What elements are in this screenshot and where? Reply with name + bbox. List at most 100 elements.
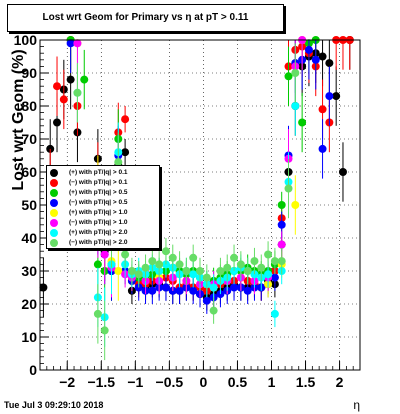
data-point [284,72,293,81]
legend-marker [50,219,58,227]
data-point [53,82,62,91]
data-point [66,75,75,84]
y-tick-label: 30 [21,263,37,279]
data-point [148,286,157,295]
data-point [53,118,62,127]
data-point [189,253,198,262]
legend-entry: (+) with pT/|q| > 2.0 [47,228,159,238]
data-point [318,144,327,153]
series-7 [73,43,300,361]
data-point [277,201,286,209]
data-point [175,260,184,269]
legend-label: (−) with pT/|q| > 0.5 [69,199,128,206]
data-point [196,267,204,275]
data-point [100,326,109,335]
data-point [264,250,273,259]
data-point [223,263,232,272]
y-tick-label: 10 [21,329,37,345]
legend-entry: (−) with pT/|q| > 0.5 [47,198,159,208]
data-point [148,257,157,266]
data-point [277,240,286,249]
data-point [318,52,327,61]
data-point [230,283,239,292]
legend-label: (+) with pT/|q| > 0.1 [69,169,128,176]
legend-entry: (−) with pT/|q| > 1.0 [47,218,159,228]
data-point [277,257,286,266]
data-point [209,306,218,315]
data-point [270,257,279,266]
data-point [311,55,320,64]
data-point [73,88,82,97]
y-tick-label: 60 [21,164,37,180]
data-point [93,309,102,318]
y-tick-label: 0 [29,362,37,378]
legend-marker [50,169,58,177]
data-point [236,260,245,269]
legend-entry: (+) with pT/|q| > 0.5 [47,188,159,198]
data-point [93,260,102,269]
y-tick-label: 50 [21,197,37,213]
y-tick-label: 20 [21,296,37,312]
data-point [270,309,279,318]
legend-marker [50,179,58,187]
data-point [318,105,327,114]
y-tick-label: 100 [14,32,38,48]
data-point [182,267,191,275]
data-point [291,201,300,209]
timestamp: Tue Jul 3 09:29:10 2018 [4,400,104,410]
chart-title: Lost wrt Geom for Primary vs η at pT > 0… [7,4,284,32]
legend-marker [50,209,58,217]
legend-entry: (−) with pT/|q| > 2.0 [47,238,159,248]
x-tick-label: 1 [268,374,276,390]
y-tick-label: 80 [21,98,37,114]
y-tick-label: 70 [21,131,37,147]
legend-label: (−) with pT/|q| > 0.1 [69,179,128,186]
data-point [291,102,300,110]
data-point [230,253,239,262]
data-point [202,296,211,305]
data-point [121,115,130,124]
legend-label: (+) with pT/|q| > 0.5 [69,189,128,196]
chart-legend: (+) with pT/|q| > 0.1 (−) with pT/|q| > 0… [46,165,160,249]
data-point [114,158,123,167]
x-tick-label: 0 [200,374,208,390]
data-point [175,286,184,295]
data-point [325,59,334,68]
legend-marker [50,189,58,197]
data-point [168,253,177,262]
data-point [39,283,48,292]
legend-entry: (+) with pT/|q| > 0.1 [47,168,159,178]
legend-marker [50,199,58,207]
data-point [216,267,225,275]
data-point [257,263,266,272]
legend-label: (+) with pT/|q| > 1.0 [69,209,128,216]
chart-series-layer [39,36,354,361]
axis-ticks [39,39,361,371]
x-tick-label: −2 [59,374,75,390]
data-point [121,250,130,259]
legend-marker [50,229,58,237]
x-tick-label: −1.5 [87,374,115,390]
data-point [284,184,293,193]
data-point [189,286,198,295]
y-axis-label: Lost wrt Geom (%) [10,49,27,191]
x-tick-label: −0.5 [156,374,184,390]
x-tick-label: 1.5 [296,374,316,390]
legend-label: (−) with pT/|q| > 2.0 [69,239,128,246]
legend-entry: (+) with pT/|q| > 1.0 [47,208,159,218]
x-tick-label: 0.5 [228,374,248,390]
data-point [73,39,82,48]
legend-label: (+) with pT/|q| > 2.0 [69,229,128,236]
data-point [277,220,286,229]
data-point [298,118,307,127]
data-point [209,283,218,292]
x-tick-label: 2 [336,374,344,390]
legend-label: (−) with pT/|q| > 1.0 [69,219,128,226]
y-tick-label: 90 [21,65,37,81]
data-point [66,39,75,48]
data-point [250,257,259,266]
x-axis-label: η [353,398,360,412]
legend-marker [50,239,58,247]
data-point [243,267,252,275]
